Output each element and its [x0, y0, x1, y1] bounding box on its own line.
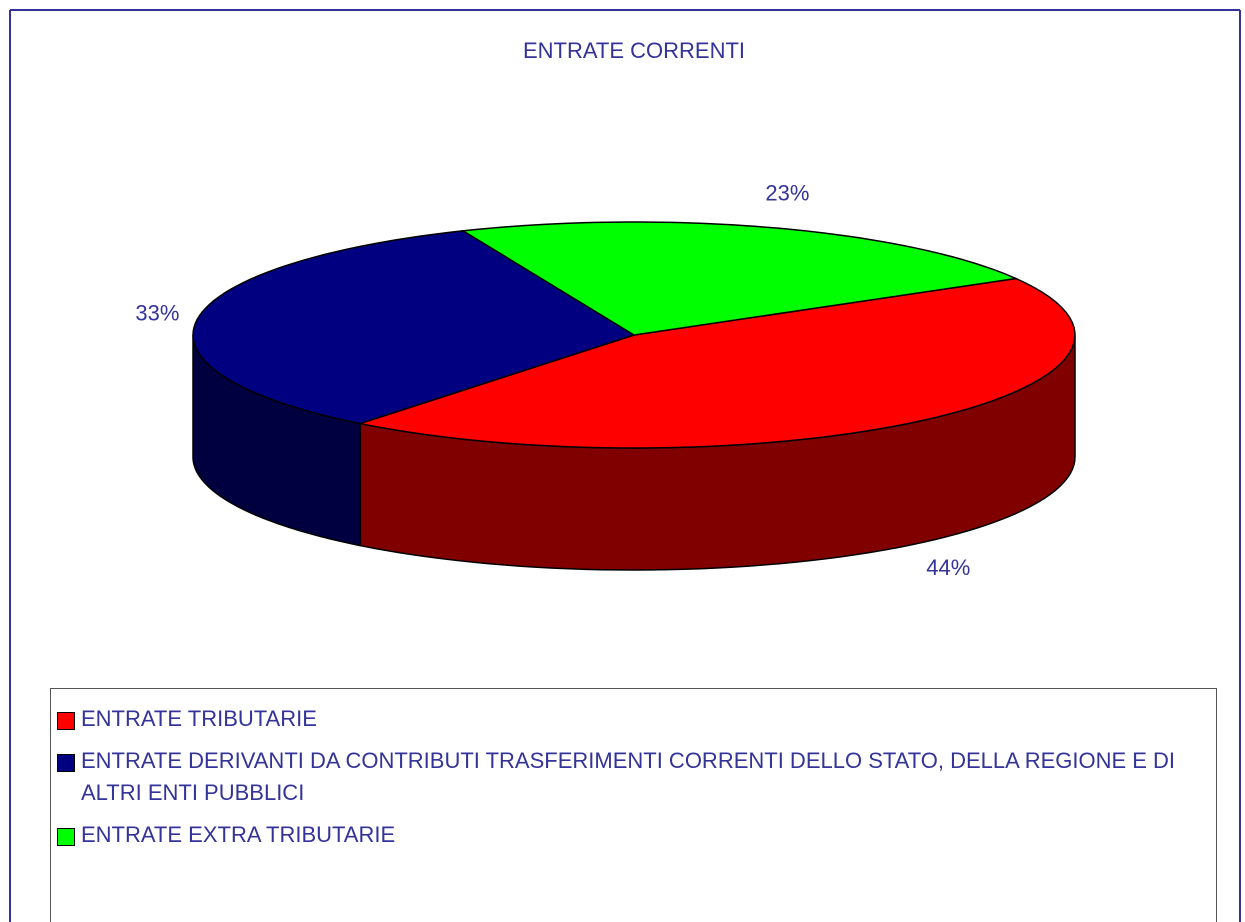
chart-title: ENTRATE CORRENTI: [523, 38, 745, 63]
data-label: 33%: [135, 301, 179, 326]
legend-label: ENTRATE TRIBUTARIE: [81, 706, 317, 731]
pie-slice: [460, 221, 1019, 336]
legend-label: ENTRATE DERIVANTI DA CONTRIBUTI TRASFERI…: [81, 748, 1176, 805]
legend-item: ENTRATE DERIVANTI DA CONTRIBUTI TRASFERI…: [57, 745, 1216, 809]
pie-slice: [192, 230, 636, 425]
legend-swatch: [57, 828, 75, 846]
legend-item: ENTRATE TRIBUTARIE: [57, 703, 1216, 735]
pie-slice: [359, 277, 1076, 449]
data-label: 23%: [765, 181, 809, 206]
legend: ENTRATE TRIBUTARIE ENTRATE DERIVANTI DA C…: [50, 688, 1217, 922]
legend-swatch: [57, 754, 75, 772]
legend-label: ENTRATE EXTRA TRIBUTARIE: [81, 822, 396, 847]
legend-item: ENTRATE EXTRA TRIBUTARIE: [57, 819, 1216, 851]
data-label: 44%: [926, 555, 970, 580]
legend-swatch: [57, 712, 75, 730]
